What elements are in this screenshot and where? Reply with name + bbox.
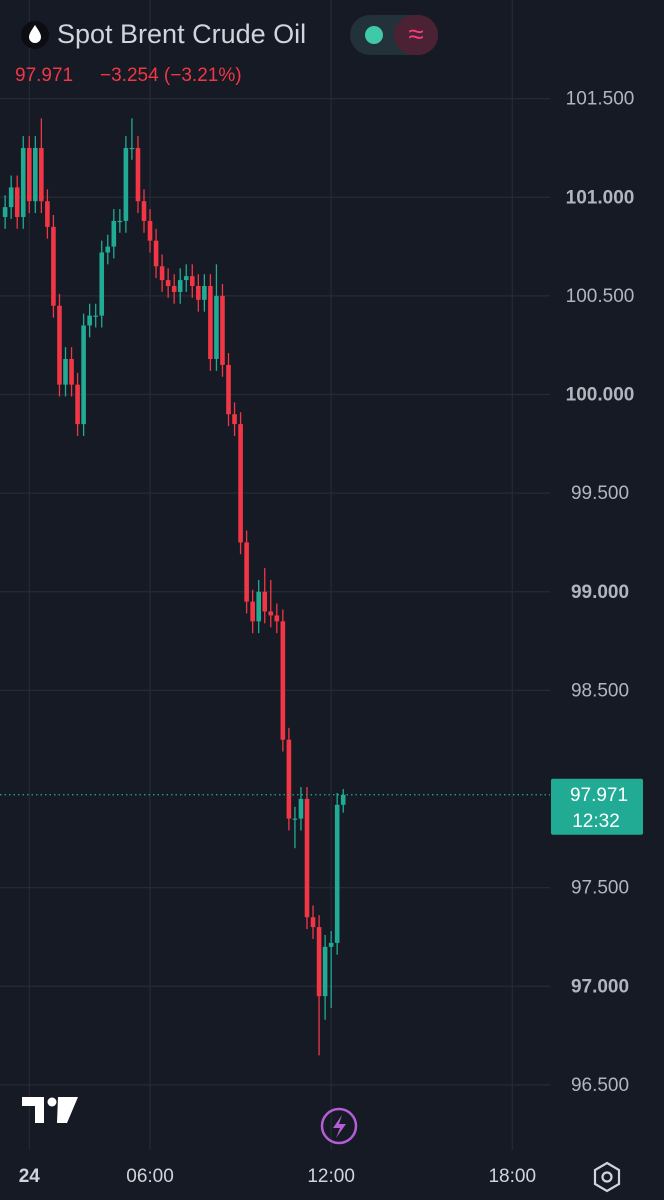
candle-body <box>250 601 255 622</box>
axes: 96.500 97.000 97.500 98.500 99.000 99.500 100.… <box>19 89 643 1187</box>
candle-body <box>147 220 153 241</box>
logo <box>22 1097 78 1123</box>
candle-body <box>75 384 80 425</box>
candle-body <box>177 280 183 292</box>
candle-body <box>262 591 268 612</box>
flash-icon <box>333 1115 346 1138</box>
candle-body <box>39 147 44 202</box>
candle-body <box>33 147 38 202</box>
candle-body <box>286 739 292 819</box>
candle-body <box>268 611 274 616</box>
y-tick-label: 98.500 <box>571 680 629 701</box>
candle-body <box>292 818 298 820</box>
y-tick-label: 100.500 <box>566 286 635 307</box>
last-price-box <box>551 778 643 835</box>
x-tick-label: 12:00 <box>307 1166 355 1187</box>
candle-body <box>220 295 225 365</box>
candle-body <box>165 280 171 287</box>
settings-button[interactable] <box>593 1161 621 1193</box>
candle-body <box>202 286 207 300</box>
candle-body <box>298 798 304 819</box>
candle-body <box>226 364 231 415</box>
last-price: 97.971 <box>15 65 73 86</box>
candle-body <box>51 226 56 306</box>
candle-body <box>280 621 286 740</box>
candle-body <box>256 591 261 622</box>
candle-body <box>340 794 346 805</box>
drop-icon <box>29 25 41 43</box>
flash-button[interactable] <box>320 1107 358 1145</box>
candle-body <box>20 147 26 217</box>
candle-body <box>81 325 86 425</box>
candle-body <box>99 252 105 316</box>
candle-body <box>57 305 62 385</box>
candle-body <box>274 615 280 622</box>
candle-body <box>310 917 316 928</box>
y-tick-label: 96.500 <box>571 1075 629 1096</box>
candle-body <box>123 147 129 221</box>
candle-body <box>117 220 123 223</box>
candle-body <box>69 359 74 385</box>
candle-body <box>26 147 32 202</box>
candle-body <box>304 798 310 918</box>
chart-title: Spot Brent Crude Oil <box>57 19 306 49</box>
y-tick-label: 97.000 <box>571 976 629 997</box>
candle-body <box>105 246 111 253</box>
candle-body <box>244 542 249 602</box>
candle-body <box>334 804 340 943</box>
candle-body <box>45 201 50 227</box>
candle-body <box>111 220 117 247</box>
candle-body <box>8 187 14 208</box>
y-tick-label: 99.500 <box>571 483 629 504</box>
candle-body <box>322 946 328 997</box>
candle-body <box>153 240 159 267</box>
candle-body <box>196 286 201 300</box>
candle-body <box>238 424 243 543</box>
candle-body <box>328 942 334 947</box>
x-tick-label: 06:00 <box>126 1166 174 1187</box>
candle-body <box>232 414 237 425</box>
x-tick-label: 24 <box>19 1166 41 1187</box>
y-tick-label: 101.000 <box>566 187 635 208</box>
y-tick-label: 99.000 <box>571 582 629 603</box>
candle-body <box>141 201 147 221</box>
candle-body <box>93 315 98 317</box>
status-dot <box>365 26 383 44</box>
candle-body <box>2 207 8 217</box>
wave-icon: ≈ <box>408 18 423 49</box>
last-price-label: 97.971 <box>570 785 628 806</box>
candle-body <box>183 276 189 281</box>
candle-body <box>171 286 177 292</box>
candle-body <box>316 927 322 997</box>
plot <box>0 118 550 1056</box>
countdown: 12:32 <box>572 811 620 832</box>
candle-body <box>63 359 68 385</box>
candle-body <box>159 266 165 281</box>
candle-body <box>208 286 213 360</box>
candle-body <box>189 276 195 287</box>
candle-body <box>214 295 219 360</box>
x-tick-label: 18:00 <box>488 1166 536 1187</box>
candle-body <box>87 315 92 326</box>
candle-body <box>135 147 141 202</box>
y-tick-label: 100.000 <box>566 385 635 406</box>
price-change: −3.254 (−3.21%) <box>100 65 242 86</box>
toggle-right[interactable] <box>394 15 438 55</box>
candle-body <box>129 147 135 150</box>
candle-body <box>14 187 20 217</box>
y-tick-label: 97.500 <box>571 878 629 899</box>
y-tick-label: 101.500 <box>566 89 635 110</box>
